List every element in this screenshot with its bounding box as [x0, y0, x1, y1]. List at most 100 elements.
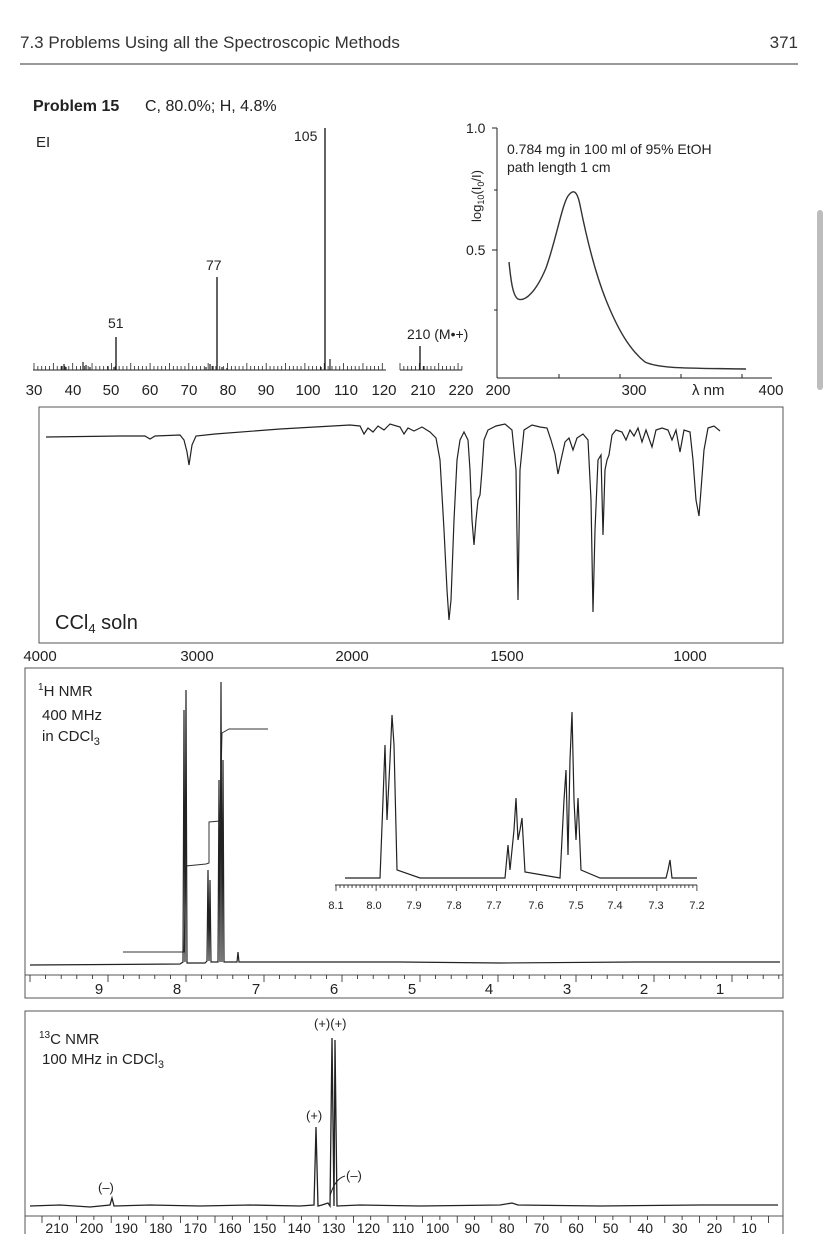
- problem-formula: C, 80.0%; H, 4.8%: [145, 98, 277, 115]
- c-nmr-tick-label: 120: [357, 1220, 381, 1234]
- problem-label: Problem 15: [33, 98, 119, 115]
- inset-tick-7-2: 7.2: [689, 900, 704, 912]
- h-tick-6: 6: [330, 981, 338, 998]
- c-nmr-tick-label: 40: [637, 1220, 653, 1234]
- c-nmr-tick-label: 170: [184, 1220, 208, 1234]
- inset-tick-7-7: 7.7: [486, 900, 501, 912]
- uv-y-tick-05: 0.5: [466, 242, 486, 258]
- section-title: 7.3 Problems Using all the Spectroscopic…: [20, 33, 400, 52]
- h-tick-7: 7: [252, 981, 260, 998]
- uv-y-axis-label: log10(I0/I): [469, 170, 486, 222]
- h-nmr-trace: [29, 681, 780, 966]
- ms-tick-30: 30: [26, 382, 43, 399]
- c-nmr-trace: [29, 1037, 778, 1209]
- ms-tick-220: 220: [448, 382, 473, 399]
- c-nmr-minus-left: (–): [98, 1180, 114, 1195]
- ir-spectrum: CCl4 soln 4000 3000 2000 1500 1000: [23, 406, 784, 665]
- uv-absorbance-curve: [508, 191, 747, 370]
- c-nmr-plus: (+): [306, 1108, 322, 1123]
- inset-tick-7-4: 7.4: [607, 900, 622, 912]
- ms-tick-120: 120: [371, 382, 396, 399]
- inset-tick-7-5: 7.5: [568, 900, 583, 912]
- h-tick-3: 3: [563, 981, 571, 998]
- c-nmr-label-line1: 13C NMR: [39, 1030, 99, 1048]
- h-nmr-label-line3: in CDCl3: [42, 728, 100, 748]
- ms-label-51: 51: [108, 315, 124, 331]
- h-tick-1: 1: [716, 981, 724, 998]
- h-tick-9: 9: [95, 981, 103, 998]
- h-tick-2: 2: [640, 981, 648, 998]
- c-nmr-label-line2: 100 MHz in CDCl3: [42, 1051, 164, 1071]
- c-nmr-tick-label: 20: [707, 1220, 723, 1234]
- ms-tick-210: 210: [410, 382, 435, 399]
- c-nmr-tick-label: 130: [322, 1220, 346, 1234]
- h-tick-5: 5: [408, 981, 416, 998]
- h-nmr-spectrum: 1H NMR 400 MHz in CDCl3 8.1 8.0 7.9 7.8 …: [24, 667, 784, 999]
- c-nmr-tick-label: 180: [149, 1220, 173, 1234]
- h-nmr-axis-ticks: [29, 975, 780, 982]
- c-nmr-tick-label: 90: [464, 1220, 480, 1234]
- h-nmr-label-line2: 400 MHz: [42, 707, 102, 724]
- c-nmr-spectrum: 13C NMR 100 MHz in CDCl3 (+)(+) (+) (–) …: [24, 1010, 784, 1234]
- ir-tick-3000: 3000: [180, 648, 213, 665]
- ms-tick-60: 60: [142, 382, 159, 399]
- ms-tick-50: 50: [103, 382, 120, 399]
- c-nmr-tick-label: 50: [603, 1220, 619, 1234]
- h-nmr-integral: [123, 728, 268, 953]
- c-nmr-tick-label: 140: [288, 1220, 312, 1234]
- ms-minor-ticks: [33, 363, 463, 370]
- inset-tick-8-1: 8.1: [328, 900, 343, 912]
- h-nmr-frame: [24, 667, 784, 999]
- c-nmr-tick-label: 80: [499, 1220, 515, 1234]
- uv-x-unit: λ nm: [692, 382, 725, 399]
- ms-label-77: 77: [206, 257, 222, 273]
- c-nmr-x-axis-labels: 210 200 190 180 170 160 150 140 130 120 110 100 90 80…: [45, 1220, 757, 1234]
- ir-tick-2000: 2000: [335, 648, 368, 665]
- ms-tick-100: 100: [295, 382, 320, 399]
- c-nmr-tick-label: 70: [534, 1220, 550, 1234]
- ms-tick-40: 40: [65, 382, 82, 399]
- c-nmr-tick-label: 60: [568, 1220, 584, 1234]
- h-nmr-label-line1: 1H NMR: [38, 682, 93, 700]
- ms-tick-110: 110: [334, 382, 358, 399]
- h-tick-4: 4: [485, 981, 493, 998]
- ir-tick-4000: 4000: [23, 648, 56, 665]
- c-nmr-tick-label: 150: [253, 1220, 277, 1234]
- uv-x-tick-200: 200: [485, 382, 510, 399]
- c-nmr-tick-label: 190: [115, 1220, 139, 1234]
- c-nmr-frame: [24, 1010, 784, 1234]
- mass-spectrum: EI 51 77 105 210 (M•+) 30 40 50 60 70 80…: [26, 128, 474, 399]
- header-rule: [20, 63, 798, 65]
- c-nmr-tick-label: 200: [80, 1220, 104, 1234]
- ms-tick-80: 80: [220, 382, 237, 399]
- uv-axis-ticks: [492, 127, 743, 378]
- inset-tick-7-9: 7.9: [406, 900, 421, 912]
- ms-tick-90: 90: [258, 382, 275, 399]
- ms-label-105: 105: [294, 128, 318, 144]
- c-nmr-tick-label: 110: [392, 1220, 415, 1234]
- ir-frame: [38, 406, 784, 644]
- c-nmr-tick-label: 10: [741, 1220, 757, 1234]
- ms-small-peaks: [61, 359, 425, 370]
- ir-tick-1500: 1500: [490, 648, 523, 665]
- c-nmr-tick-label: 210: [45, 1220, 69, 1234]
- uv-y-tick-1: 1.0: [466, 120, 486, 136]
- uv-x-tick-400: 400: [758, 382, 783, 399]
- ms-label-210: 210 (M•+): [407, 326, 468, 342]
- h-nmr-inset-ticks: [335, 885, 698, 891]
- uv-note-2: path length 1 cm: [507, 159, 611, 175]
- ms-mode-label: EI: [36, 134, 50, 151]
- h-tick-8: 8: [173, 981, 181, 998]
- c-nmr-pair-plus: (+)(+): [314, 1016, 347, 1031]
- inset-tick-7-8: 7.8: [446, 900, 461, 912]
- uv-spectrum: 1.0 0.5 log10(I0/I) 200 300 400 λ nm 0.7…: [466, 120, 784, 399]
- inset-tick-7-3: 7.3: [648, 900, 663, 912]
- c-nmr-tick-label: 30: [672, 1220, 688, 1234]
- ir-x-axis-labels: 4000 3000 2000 1500 1000: [23, 648, 706, 665]
- c-nmr-axis-ticks: [41, 1216, 769, 1223]
- vertical-scrollbar[interactable]: [817, 210, 823, 390]
- ir-solvent-label: CCl4 soln: [55, 612, 138, 636]
- page-number: 371: [769, 33, 798, 52]
- h-nmr-inset-trace: [345, 711, 697, 879]
